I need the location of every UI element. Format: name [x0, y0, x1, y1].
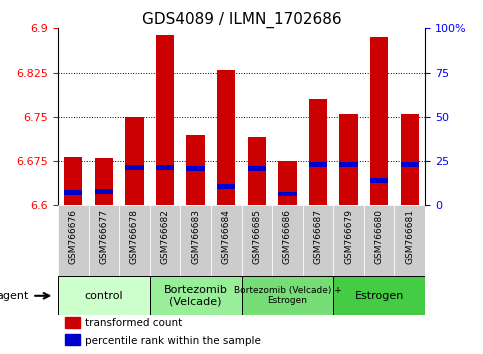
Bar	[180, 205, 211, 276]
Bar	[248, 137, 266, 205]
Bar	[150, 205, 180, 276]
Bar	[58, 205, 88, 276]
Text: Bortezomib (Velcade) +
Estrogen: Bortezomib (Velcade) + Estrogen	[233, 286, 341, 306]
Bar	[370, 178, 388, 183]
Bar	[400, 114, 419, 205]
Bar	[95, 189, 113, 194]
Bar	[303, 205, 333, 276]
Bar	[217, 70, 235, 205]
Text: percentile rank within the sample: percentile rank within the sample	[85, 336, 261, 346]
Bar	[88, 205, 119, 276]
Bar	[58, 276, 150, 315]
Bar	[150, 276, 242, 315]
Bar	[186, 166, 205, 171]
Bar	[125, 117, 143, 205]
Text: GSM766681: GSM766681	[405, 209, 414, 264]
Bar	[400, 162, 419, 167]
Bar	[309, 162, 327, 167]
Text: GSM766682: GSM766682	[160, 209, 170, 264]
Text: GSM766676: GSM766676	[69, 209, 78, 264]
Bar	[333, 276, 425, 315]
Bar	[119, 205, 150, 276]
Bar	[64, 157, 83, 205]
Bar	[340, 162, 358, 167]
Bar	[217, 184, 235, 189]
Bar	[364, 205, 395, 276]
Bar	[211, 205, 242, 276]
Bar	[65, 317, 80, 328]
Text: Bortezomib
(Velcade): Bortezomib (Velcade)	[164, 285, 227, 307]
Bar	[248, 166, 266, 171]
Bar	[95, 158, 113, 205]
Text: GSM766679: GSM766679	[344, 209, 353, 264]
Bar	[278, 161, 297, 205]
Bar	[64, 190, 83, 195]
Text: transformed count: transformed count	[85, 318, 183, 328]
Text: GSM766677: GSM766677	[99, 209, 108, 264]
Bar	[186, 135, 205, 205]
Bar	[65, 334, 80, 346]
Bar	[272, 205, 303, 276]
Bar	[395, 205, 425, 276]
Text: GSM766684: GSM766684	[222, 209, 231, 264]
Bar	[333, 205, 364, 276]
Bar	[156, 165, 174, 170]
Bar	[125, 165, 143, 170]
Title: GDS4089 / ILMN_1702686: GDS4089 / ILMN_1702686	[142, 12, 341, 28]
Bar	[156, 35, 174, 205]
Bar	[370, 36, 388, 205]
Text: GSM766683: GSM766683	[191, 209, 200, 264]
Bar	[278, 192, 297, 196]
Bar	[309, 99, 327, 205]
Text: Estrogen: Estrogen	[355, 291, 404, 301]
Text: GSM766680: GSM766680	[375, 209, 384, 264]
Text: GSM766687: GSM766687	[313, 209, 323, 264]
Bar	[340, 114, 358, 205]
Text: agent: agent	[0, 291, 28, 301]
Bar	[242, 205, 272, 276]
Text: GSM766686: GSM766686	[283, 209, 292, 264]
Text: GSM766685: GSM766685	[252, 209, 261, 264]
Text: control: control	[85, 291, 123, 301]
Bar	[242, 276, 333, 315]
Text: GSM766678: GSM766678	[130, 209, 139, 264]
